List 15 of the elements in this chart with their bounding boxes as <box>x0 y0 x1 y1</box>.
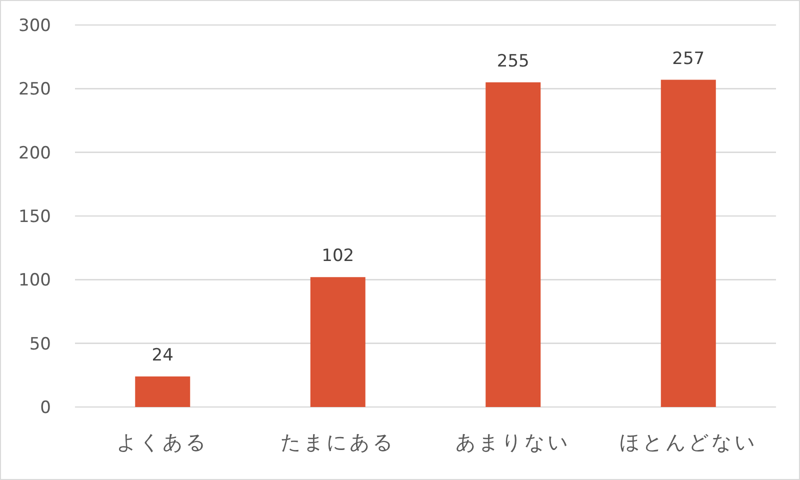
x-tick-label: よくある <box>116 430 209 454</box>
x-tick-label: あまりない <box>456 430 571 454</box>
y-tick-label: 250 <box>18 80 51 100</box>
y-tick-label: 50 <box>29 334 51 354</box>
y-tick-label: 100 <box>18 270 51 291</box>
data-label: 24 <box>152 345 174 366</box>
x-tick-label: ほとんどない <box>619 430 758 454</box>
y-tick-label: 200 <box>18 143 51 164</box>
y-tick-label: 300 <box>18 16 51 36</box>
data-label: 102 <box>322 246 354 266</box>
data-label: 257 <box>672 48 705 69</box>
y-tick-label: 0 <box>40 398 51 418</box>
y-tick-label: 150 <box>18 207 51 227</box>
data-label: 255 <box>496 51 530 72</box>
x-tick-label: たまにある <box>280 430 396 454</box>
